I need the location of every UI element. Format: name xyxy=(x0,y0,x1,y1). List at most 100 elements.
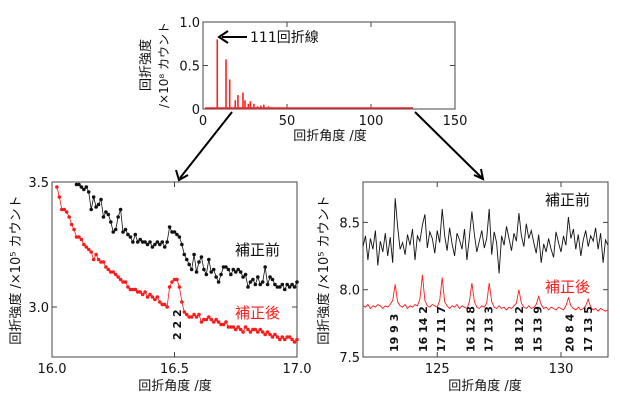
before-correction-point xyxy=(233,270,238,274)
after-correction-point xyxy=(275,335,280,339)
before-correction-point xyxy=(101,215,106,219)
after-correction-point xyxy=(233,327,238,332)
before-correction-point xyxy=(121,230,125,234)
after-correction-point xyxy=(82,242,86,247)
y-tick-label: 7.5 xyxy=(339,351,360,366)
before-correction-point xyxy=(162,245,167,249)
x-tick-label: 125 xyxy=(425,362,450,377)
before-correction-point xyxy=(189,267,194,272)
overview-annotation: 111回折線 xyxy=(250,30,319,46)
after-correction-point xyxy=(162,302,167,307)
after-correction-point xyxy=(265,330,270,334)
before-correction-point xyxy=(135,240,140,244)
before-correction-point xyxy=(282,287,287,292)
before-correction-point xyxy=(128,235,133,239)
high-angle-xlabel: 回折角度 /度 xyxy=(448,378,522,394)
peak-label: 16 14 2 xyxy=(417,306,430,352)
after-correction-point xyxy=(89,250,93,254)
after-correction-point xyxy=(214,317,218,322)
before-correction-point xyxy=(143,240,147,244)
legend-after-correction: 補正後 xyxy=(235,304,280,322)
before-correction-point xyxy=(82,187,86,192)
x-tick-label: 0 xyxy=(199,114,207,129)
low-angle-chart: 16.0 16.5 17.0 3.0 3.5 回折強度 /×10⁵ カウント 回折角度 … xyxy=(8,176,311,394)
before-correction-point xyxy=(123,227,128,232)
after-correction-point xyxy=(150,295,155,299)
peak-label: 15 13 9 xyxy=(532,306,545,352)
before-correction-point xyxy=(160,240,165,244)
before-correction-point xyxy=(148,240,152,244)
after-correction-point xyxy=(189,315,194,319)
legend-after-correction: 補正後 xyxy=(545,278,590,296)
before-correction-point xyxy=(292,285,297,289)
after-correction-point xyxy=(278,337,282,342)
before-correction-point xyxy=(138,237,142,242)
after-correction-point xyxy=(216,320,221,324)
y-tick-label: 1.0 xyxy=(179,16,200,31)
before-correction-point xyxy=(238,270,243,274)
before-correction-point xyxy=(158,242,162,247)
before-correction-point xyxy=(287,285,292,289)
after-correction-point xyxy=(182,310,187,314)
before-correction-point xyxy=(126,232,130,237)
before-correction-point xyxy=(89,207,93,212)
overview-xlabel: 回折角度 /度 xyxy=(293,128,367,144)
after-correction-point xyxy=(192,312,196,317)
zoom-arrow-left xyxy=(179,111,233,179)
after-correction-point xyxy=(158,300,162,304)
before-correction-point xyxy=(104,210,108,214)
overview-ylabel-line1: 回折強度 xyxy=(138,39,154,91)
zoom-arrow-right xyxy=(414,111,483,179)
before-correction-point xyxy=(214,275,218,279)
before-correction-point xyxy=(91,195,96,199)
before-correction-point xyxy=(226,267,231,272)
low-angle-ylabel: 回折強度 /×10⁵ カウント xyxy=(8,195,24,344)
before-correction-point xyxy=(118,207,123,212)
x-tick-label: 100 xyxy=(359,114,384,129)
x-tick-label: 50 xyxy=(279,114,296,129)
after-correction-point xyxy=(209,317,214,322)
before-correction-point xyxy=(229,272,233,277)
after-correction-point xyxy=(153,297,157,302)
before-correction-point xyxy=(145,242,150,247)
after-correction-point xyxy=(231,325,236,329)
after-correction-point xyxy=(270,335,275,339)
before-correction-point xyxy=(246,285,250,289)
after-correction-point xyxy=(96,257,101,262)
before-correction-point xyxy=(209,270,214,274)
after-correction-point xyxy=(180,300,184,304)
after-correction-point xyxy=(207,315,211,319)
after-correction-point xyxy=(260,330,265,334)
overview-chart: 0 50 100 150 0 0.5 1.0 回折強度 /×10⁸ カウント 回折角度 /度… xyxy=(138,16,467,144)
after-correction-point xyxy=(165,305,169,309)
zoom-arrowhead-right-icon xyxy=(473,168,485,181)
low-angle-xlabel: 回折角度 /度 xyxy=(138,378,212,394)
after-correction-point xyxy=(199,320,204,324)
after-correction-point xyxy=(111,270,116,274)
before-correction-point xyxy=(187,262,191,267)
after-correction-point xyxy=(282,337,287,342)
peak-label-222: 2 2 2 xyxy=(171,309,184,340)
before-correction-point xyxy=(165,240,169,244)
before-correction-point xyxy=(248,280,253,284)
after-correction-point xyxy=(77,235,81,239)
after-correction-point xyxy=(67,215,71,219)
after-correction-point xyxy=(175,277,179,282)
before-correction-point xyxy=(219,272,223,277)
before-correction-point xyxy=(106,212,111,217)
before-correction-point xyxy=(197,260,201,264)
after-correction-point xyxy=(118,277,123,282)
before-correction-point xyxy=(263,265,267,269)
after-correction-point xyxy=(126,285,130,289)
peak-label: 19 9 3 xyxy=(388,314,401,352)
after-correction-point xyxy=(138,290,142,294)
peak-label: 16 12 8 xyxy=(465,306,478,352)
before-correction-point xyxy=(113,227,118,232)
overview-plot-frame xyxy=(202,21,456,110)
before-correction-point xyxy=(285,282,290,287)
before-correction-point xyxy=(258,282,263,287)
after-correction-point xyxy=(91,257,96,262)
before-correction-point xyxy=(84,185,89,189)
y-tick-label: 0.5 xyxy=(179,60,200,75)
before-correction-point xyxy=(167,225,172,229)
